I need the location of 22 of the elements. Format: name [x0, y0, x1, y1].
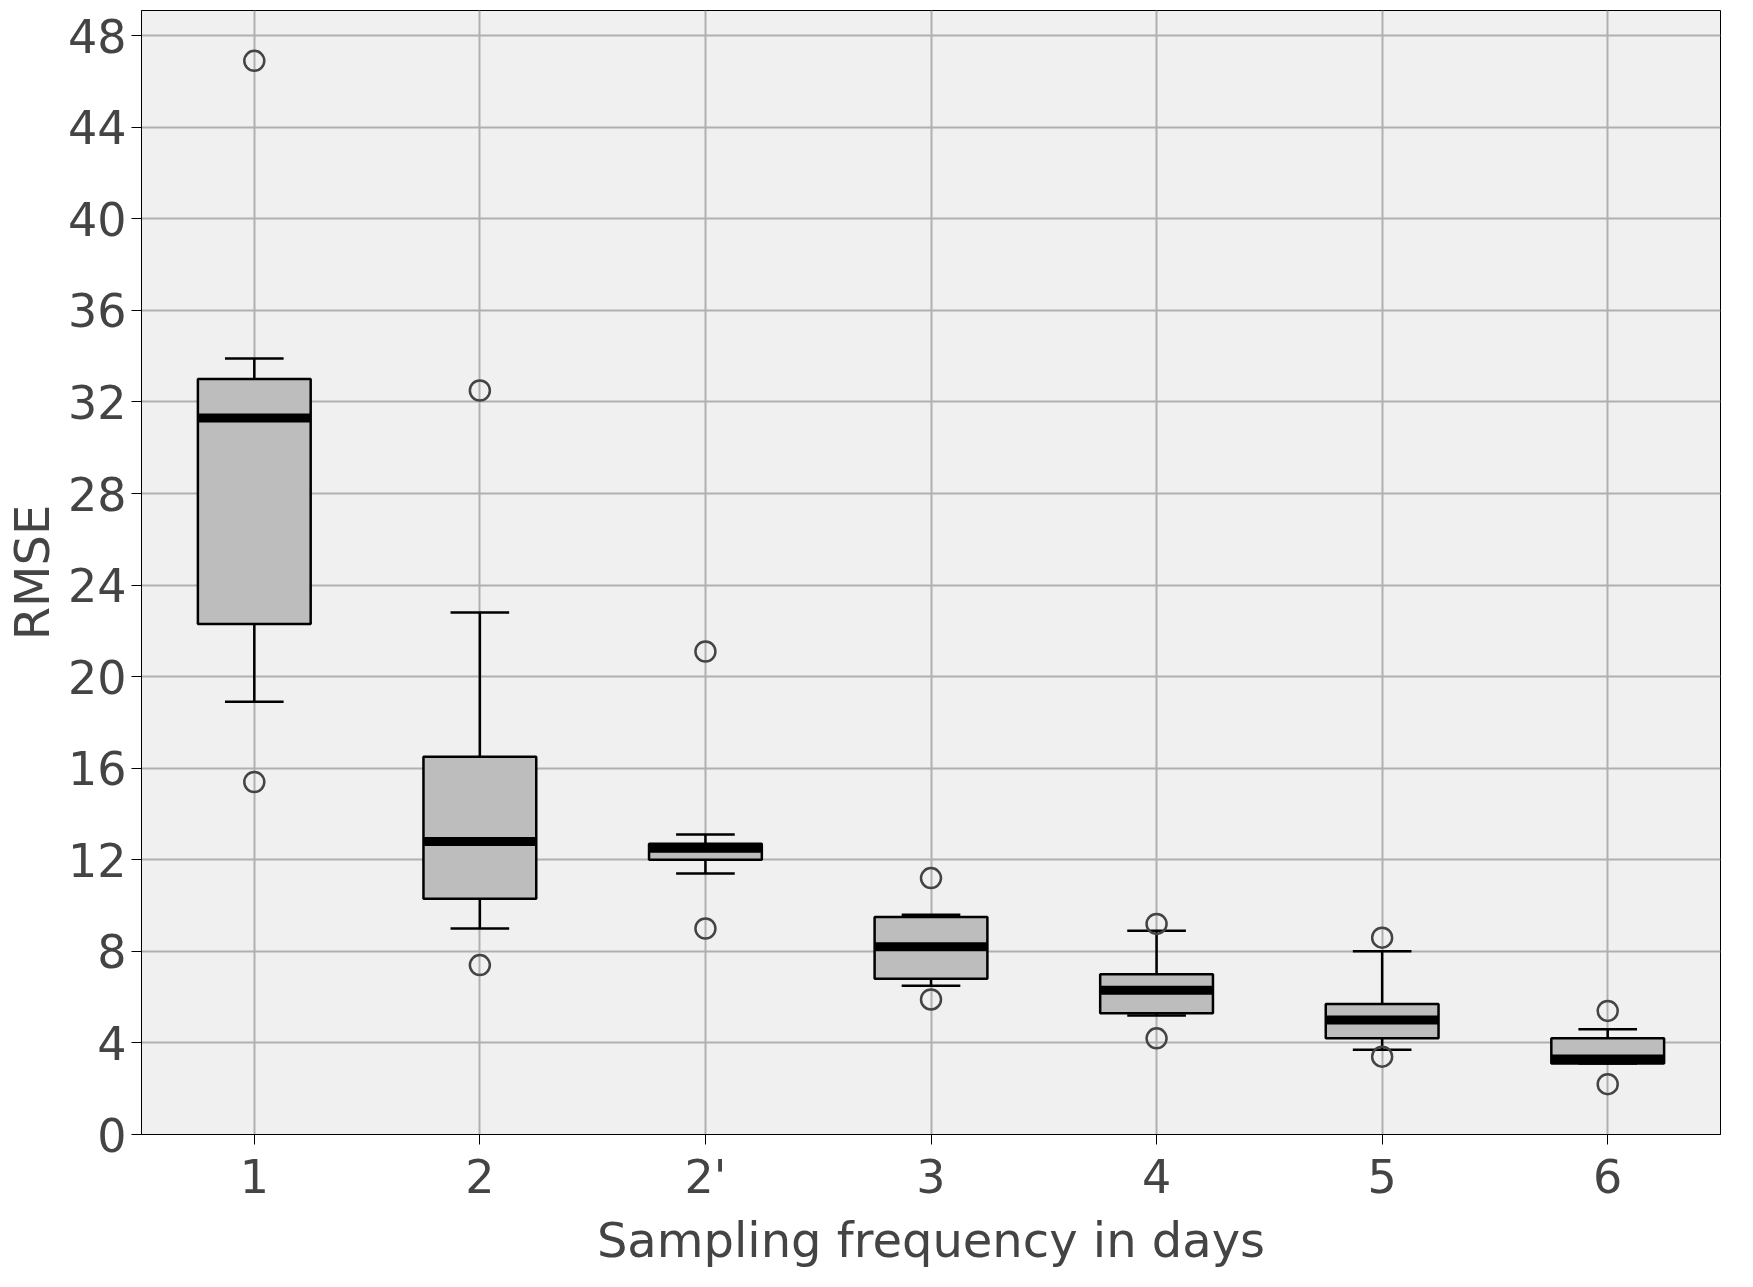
y-tick-label: 32: [67, 375, 127, 430]
y-tick-label: 20: [67, 650, 127, 705]
x-axis-title: Sampling frequency in days: [596, 1211, 1266, 1268]
x-tick-label: 6: [1593, 1149, 1623, 1204]
y-tick-label: 24: [67, 559, 127, 614]
y-tick-label: 4: [97, 1016, 127, 1071]
x-tick-label: 5: [1367, 1149, 1397, 1204]
x-tick-label: 3: [916, 1149, 946, 1204]
x-tick-label: 2': [684, 1149, 727, 1204]
y-tick-label: 8: [97, 925, 127, 980]
x-tick-label: 4: [1141, 1149, 1172, 1204]
y-tick-label: 48: [67, 9, 127, 64]
x-tick-label: 1: [239, 1149, 269, 1204]
y-tick-label: 0: [97, 1108, 127, 1163]
y-axis-title: RMSE: [3, 504, 60, 641]
y-tick-label: 44: [67, 101, 127, 156]
x-tick-label: 2: [465, 1149, 495, 1204]
y-tick-label: 36: [67, 284, 127, 339]
y-tick-label: 16: [67, 742, 127, 797]
y-tick-label: 40: [67, 192, 127, 247]
y-tick-label: 12: [67, 833, 127, 888]
y-tick-label: 28: [67, 467, 127, 522]
